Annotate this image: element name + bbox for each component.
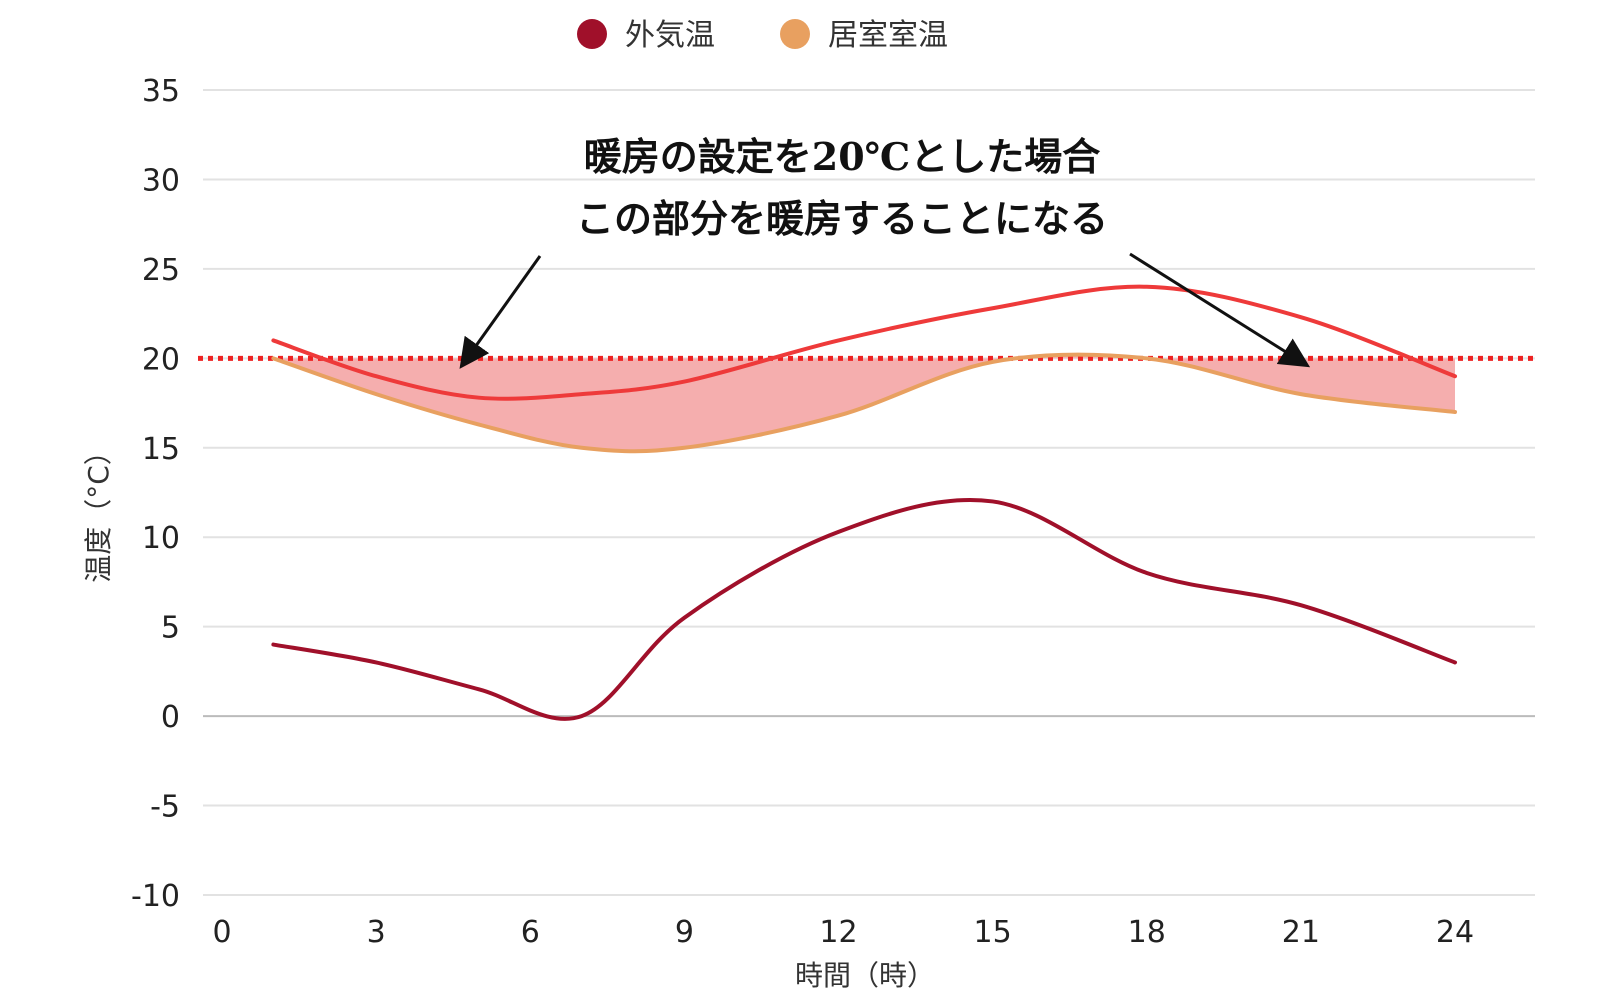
x-tick-label: 3 <box>367 915 386 950</box>
y-axis-title: 温度（°C） <box>82 437 115 583</box>
legend-label-outdoor: 外気温 <box>625 18 715 53</box>
series-line-indoor <box>271 352 1457 454</box>
x-tick-label: 9 <box>675 915 694 950</box>
y-tick-label: 10 <box>142 521 180 556</box>
y-tick-label: 0 <box>161 700 180 735</box>
y-tick-label: 25 <box>142 253 180 288</box>
annotation-line-1: 暖房の設定を20℃とした場合 <box>584 134 1100 179</box>
y-tick-label: -10 <box>131 879 180 914</box>
y-tick-label: 15 <box>142 432 180 467</box>
legend: 外気温 居室室温 <box>577 18 948 53</box>
x-tick-label: 6 <box>521 915 540 950</box>
x-tick-label: 24 <box>1436 915 1474 950</box>
legend-label-indoor: 居室室温 <box>828 18 948 53</box>
y-tick-label: 30 <box>142 163 180 198</box>
x-tick-label: 15 <box>974 915 1012 950</box>
y-tick-label: -5 <box>150 790 180 825</box>
annotation-arrow-left <box>459 255 542 369</box>
heating-area-fill <box>273 354 1455 452</box>
y-tick-label: 20 <box>142 342 180 377</box>
y-tick-label: 5 <box>161 611 180 646</box>
y-tick-label: 35 <box>142 74 180 109</box>
y-tick-labels: 35 30 25 20 15 10 5 0 -5 -10 <box>131 74 180 914</box>
series-line-red-upper <box>271 284 1457 401</box>
series-line-outdoor <box>271 497 1457 721</box>
x-tick-label: 0 <box>212 915 231 950</box>
x-tick-label: 18 <box>1128 915 1166 950</box>
annotation-arrow-right <box>1129 252 1311 368</box>
x-tick-labels: 0 3 6 9 12 15 18 21 24 <box>212 915 1474 950</box>
legend-marker-outdoor <box>577 19 607 49</box>
annotation-line-2: この部分を暖房することになる <box>576 196 1108 241</box>
x-axis-title: 時間（時） <box>795 959 935 992</box>
annotation: 暖房の設定を20℃とした場合 この部分を暖房することになる <box>459 134 1311 369</box>
legend-marker-indoor <box>780 19 810 49</box>
x-tick-label: 12 <box>819 915 857 950</box>
x-tick-label: 21 <box>1282 915 1320 950</box>
